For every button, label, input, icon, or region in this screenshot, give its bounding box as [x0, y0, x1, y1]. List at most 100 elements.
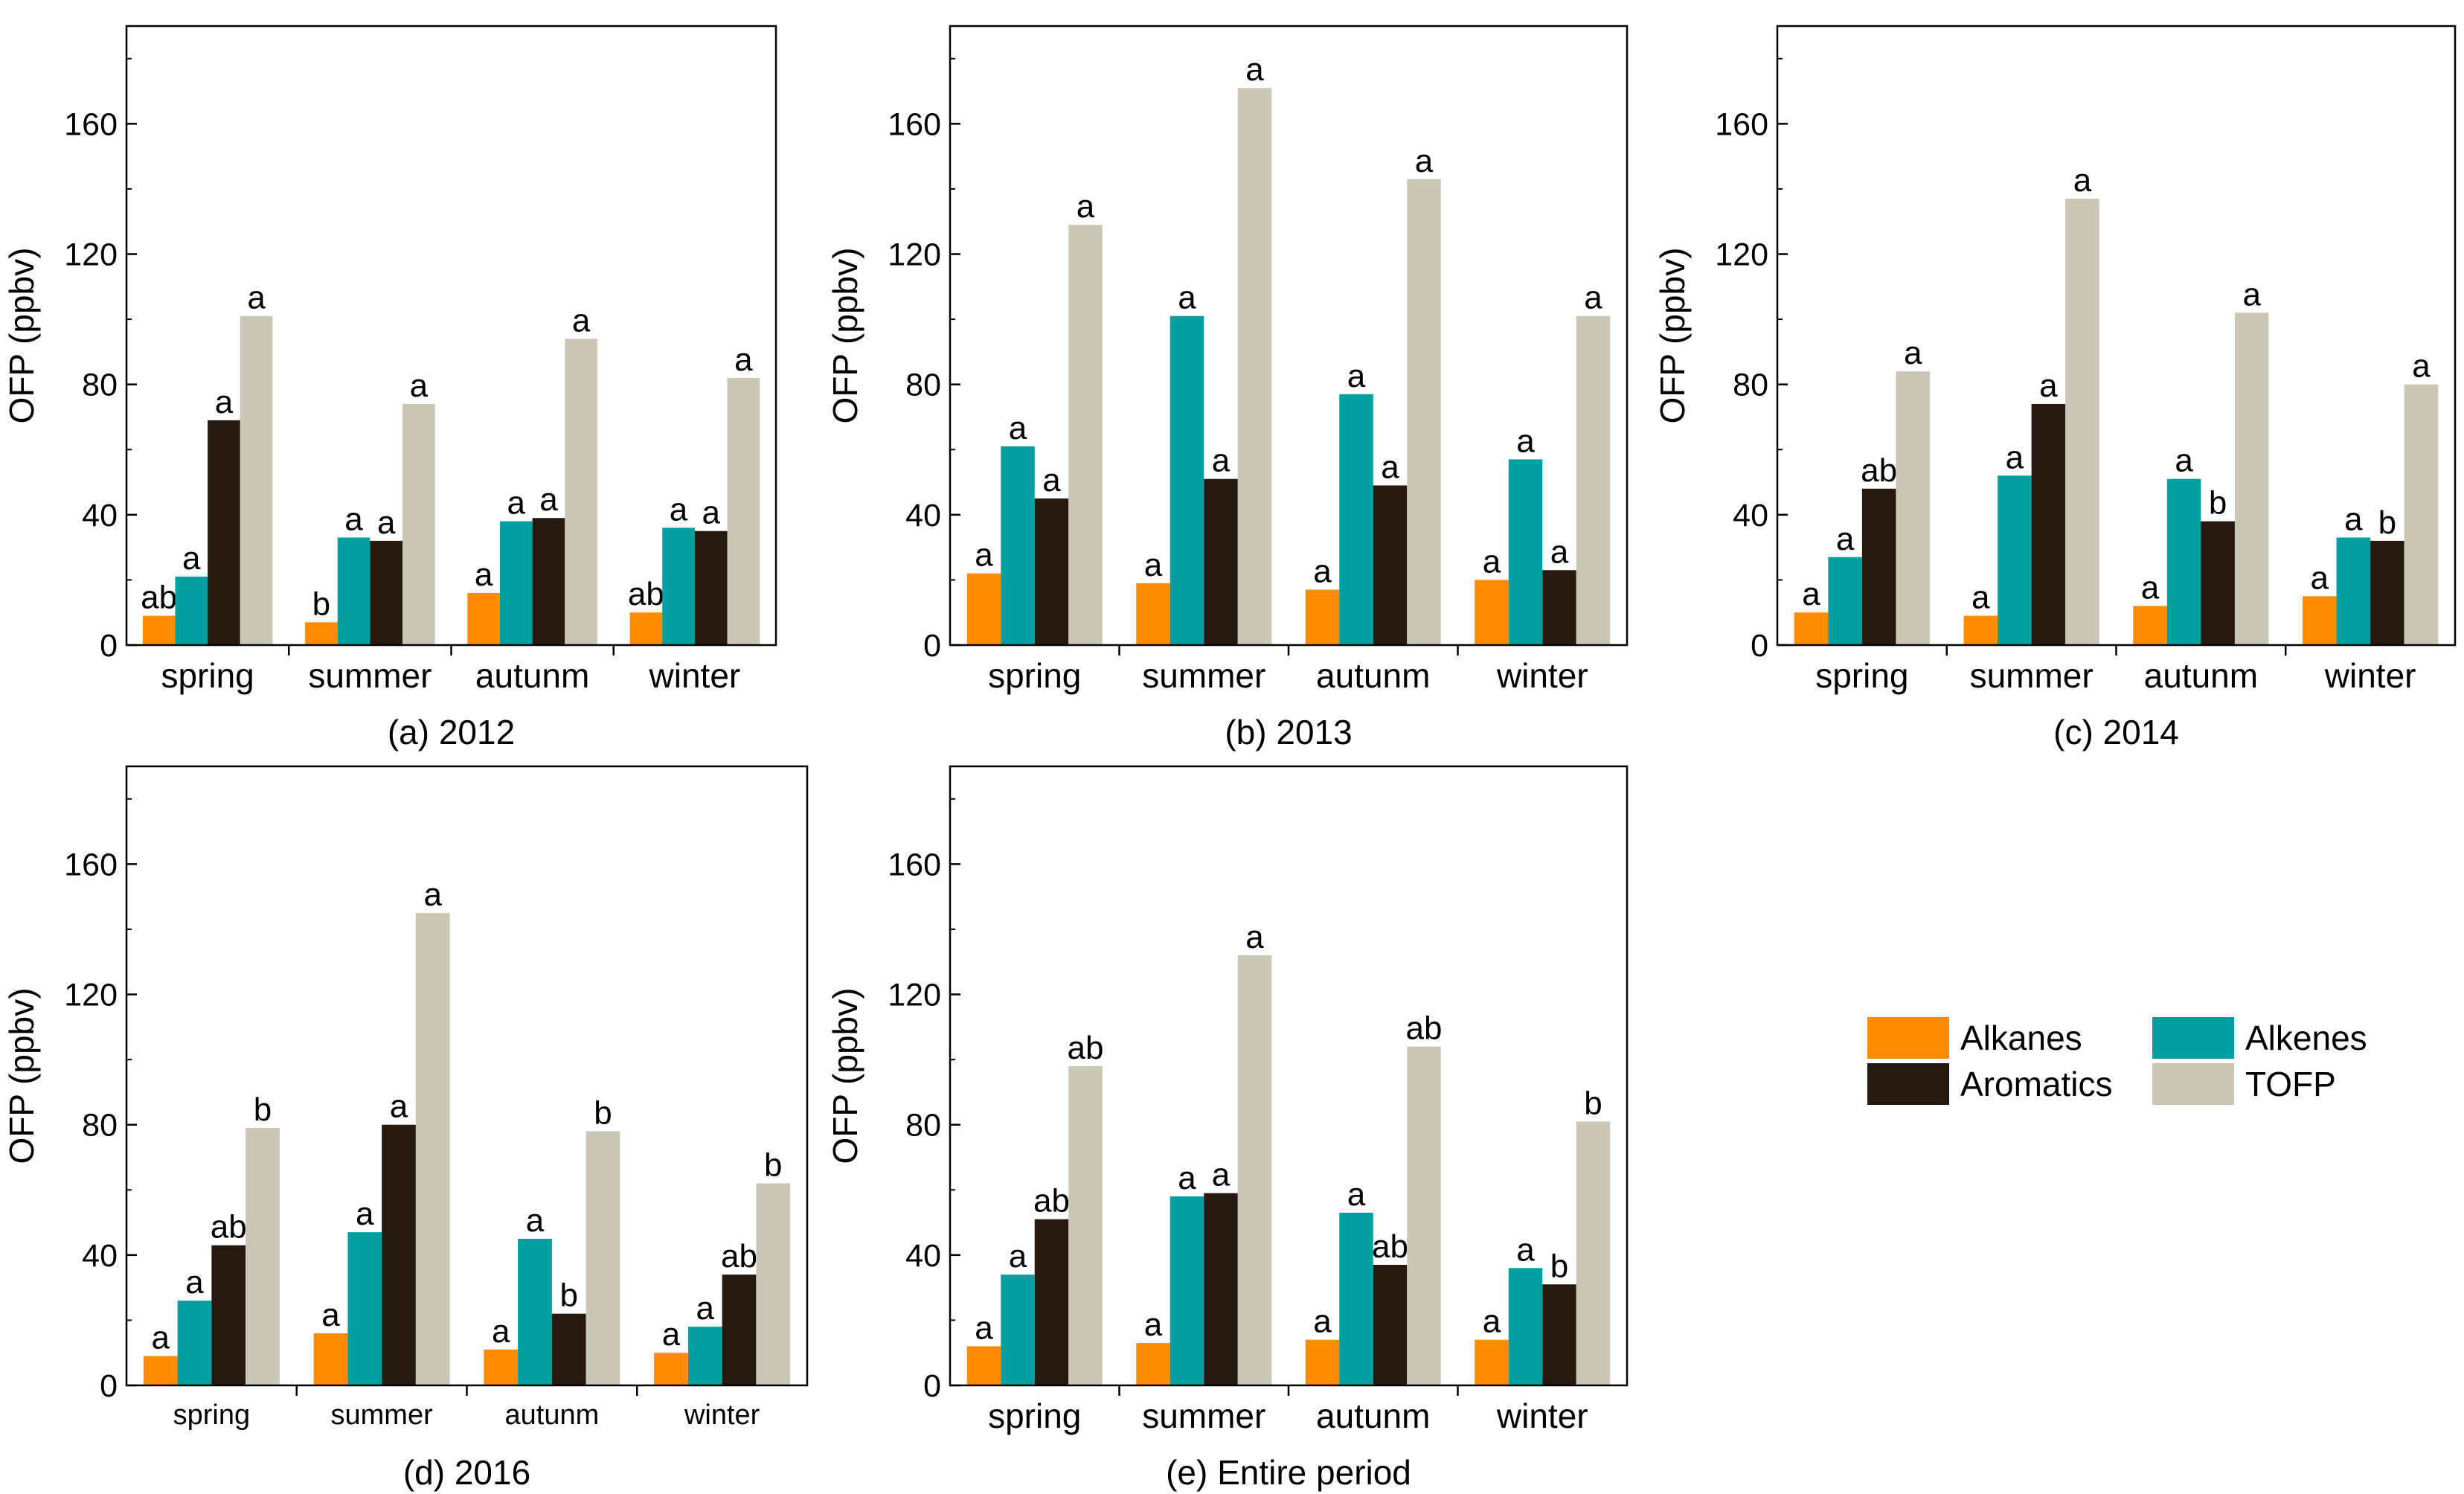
bar-alkanes-autunm	[1305, 1339, 1340, 1385]
y-tick-label: 80	[905, 368, 941, 403]
legend-label-alkenes: Alkenes	[2245, 1019, 2367, 1057]
bar-aromatics-autunm	[532, 518, 565, 645]
bar-alkenes-spring	[1828, 557, 1862, 645]
significance-label: a	[344, 501, 363, 537]
bar-aromatics-spring	[208, 420, 240, 645]
significance-label: a	[424, 876, 443, 913]
bar-alkanes-winter	[629, 612, 663, 645]
bar-alkenes-summer	[347, 1232, 382, 1385]
bar-aromatics-summer	[1204, 1193, 1238, 1385]
significance-label: a	[475, 557, 493, 593]
y-axis-title: OFP (ppbv)	[826, 988, 864, 1164]
significance-label: a	[670, 491, 688, 528]
y-tick-label: 80	[82, 1108, 118, 1144]
significance-label: a	[1415, 143, 1434, 179]
significance-label: a	[1483, 1304, 1501, 1340]
y-tick-label: 120	[888, 978, 941, 1013]
bar-tofp-winter	[1576, 1121, 1611, 1385]
bar-alkanes-spring	[1794, 612, 1829, 645]
significance-label: a	[410, 368, 429, 404]
significance-label: a	[702, 495, 720, 531]
bar-tofp-summer	[415, 913, 450, 1385]
y-tick-label: 120	[64, 237, 118, 273]
bar-alkanes-spring	[143, 1356, 178, 1385]
y-tick-label: 0	[100, 1368, 118, 1404]
bar-aromatics-spring	[1034, 1219, 1069, 1385]
significance-label: a	[2344, 501, 2363, 537]
significance-label: a	[2039, 368, 2058, 404]
bar-tofp-summer	[2065, 199, 2099, 645]
y-tick-label: 40	[82, 1238, 118, 1274]
bar-alkenes-autunm	[518, 1238, 552, 1385]
bar-alkenes-summer	[337, 537, 370, 645]
bar-tofp-autunm	[2234, 312, 2269, 645]
bar-tofp-spring	[1896, 371, 1930, 645]
bar-alkanes-autunm	[467, 592, 500, 645]
legend-swatch-alkenes	[2152, 1017, 2234, 1059]
significance-label: a	[696, 1290, 715, 1327]
bar-aromatics-summer	[370, 540, 403, 645]
bar-aromatics-spring	[1861, 488, 1896, 645]
y-tick-label: 0	[923, 628, 941, 664]
bar-alkenes-winter	[687, 1327, 722, 1385]
significance-label: a	[152, 1320, 170, 1356]
bar-aromatics-winter	[722, 1275, 757, 1385]
significance-label: ab	[1861, 452, 1897, 489]
bar-alkanes-summer	[1136, 583, 1170, 645]
y-tick-label: 0	[100, 628, 118, 664]
x-category-label: summer	[331, 1400, 434, 1431]
significance-label: a	[1971, 580, 1990, 616]
x-category-label: winter	[684, 1400, 760, 1431]
bar-tofp-spring	[1068, 1065, 1103, 1385]
bar-alkanes-winter	[1475, 1339, 1509, 1385]
y-axis-title: OFP (ppbv)	[1653, 248, 1692, 424]
significance-label: a	[1584, 280, 1602, 316]
x-category-label: summer	[1142, 1397, 1265, 1435]
bar-aromatics-summer	[1204, 478, 1238, 645]
significance-label: a	[247, 280, 266, 316]
significance-label: a	[572, 302, 591, 339]
significance-label: a	[2141, 569, 2160, 606]
bar-tofp-spring	[1068, 225, 1103, 645]
significance-label: a	[1516, 1231, 1535, 1268]
bar-tofp-summer	[402, 403, 435, 645]
y-tick-label: 120	[888, 237, 941, 273]
significance-label: a	[539, 481, 558, 518]
bar-alkanes-autunm	[484, 1349, 519, 1385]
significance-label: a	[1245, 51, 1264, 88]
bar-aromatics-autunm	[1373, 485, 1408, 645]
bar-tofp-winter	[727, 377, 760, 645]
legend-swatch-tofp	[2152, 1063, 2234, 1105]
x-category-label: winter	[2324, 656, 2416, 695]
legend: Alkanes Alkenes Aromatics TOFP	[1867, 1017, 2367, 1105]
y-tick-label: 40	[82, 498, 118, 533]
bar-alkenes-summer	[1170, 1196, 1204, 1385]
x-category-label: autunm	[475, 656, 589, 695]
bar-tofp-winter	[2404, 384, 2439, 645]
bar-alkanes-summer	[305, 622, 338, 645]
significance-label: a	[1144, 547, 1163, 583]
x-category-label: winter	[649, 656, 741, 695]
legend-swatch-alkanes	[1867, 1017, 1949, 1059]
significance-label: b	[2378, 504, 2396, 541]
y-axis-title: OFP (ppbv)	[2, 988, 41, 1164]
bar-aromatics-spring	[1034, 498, 1069, 645]
bar-alkanes-spring	[142, 615, 176, 645]
y-tick-label: 80	[905, 1108, 941, 1144]
significance-label: b	[560, 1277, 578, 1314]
bar-alkanes-winter	[654, 1353, 688, 1385]
significance-label: b	[2209, 485, 2227, 522]
significance-label: a	[356, 1196, 374, 1232]
significance-label: a	[390, 1089, 408, 1125]
legend-swatch-aromatics	[1867, 1063, 1949, 1105]
significance-label: a	[215, 384, 234, 420]
bar-tofp-spring	[240, 315, 273, 645]
significance-label: a	[1836, 521, 1855, 557]
bar-tofp-winter	[756, 1183, 791, 1385]
y-tick-label: 40	[905, 498, 941, 533]
legend-label-aromatics: Aromatics	[1960, 1065, 2112, 1103]
y-tick-label: 160	[1715, 106, 1768, 142]
